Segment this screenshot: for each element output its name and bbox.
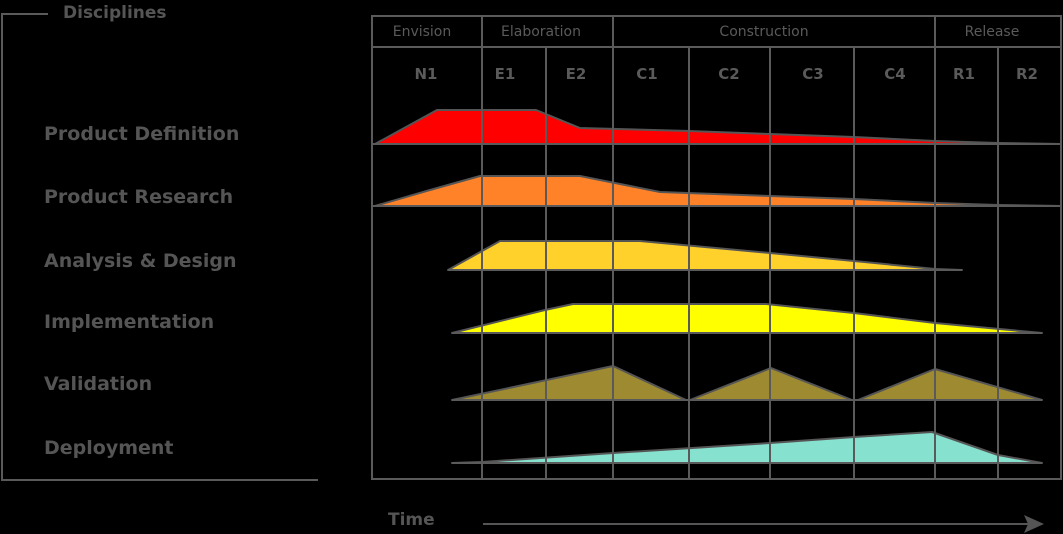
discipline-label-validation: Validation <box>44 373 153 395</box>
iteration-e2: E2 <box>566 65 587 83</box>
phase-release: Release <box>965 24 1020 40</box>
iteration-r2: R2 <box>1016 65 1038 83</box>
iteration-r1: R1 <box>953 65 975 83</box>
chart-frame <box>371 15 1062 480</box>
phase-construction: Construction <box>719 24 808 40</box>
time-axis-label: Time <box>388 510 435 530</box>
disciplines-bracket <box>1 13 318 481</box>
discipline-label-implementation: Implementation <box>44 311 215 333</box>
discipline-label-analysis-design: Analysis & Design <box>44 250 237 272</box>
area-product-definition <box>374 109 1062 145</box>
area-analysis-design <box>447 240 963 271</box>
iteration-c2: C2 <box>718 65 739 83</box>
area-product-research <box>374 175 1062 207</box>
phase-envision: Envision <box>393 24 452 40</box>
phase-elaboration: Elaboration <box>501 24 581 40</box>
iteration-n1: N1 <box>415 65 438 83</box>
iteration-c1: C1 <box>636 65 657 83</box>
iteration-c4: C4 <box>884 65 905 83</box>
time-arrow-icon <box>483 515 1044 533</box>
area-validation <box>451 365 1043 401</box>
discipline-label-deployment: Deployment <box>44 437 174 459</box>
iteration-c3: C3 <box>802 65 823 83</box>
discipline-label-product-research: Product Research <box>44 186 234 208</box>
area-implementation <box>451 303 1043 334</box>
iteration-e1: E1 <box>495 65 516 83</box>
discipline-label-product-definition: Product Definition <box>44 123 240 145</box>
area-deployment <box>451 431 1043 464</box>
disciplines-title: Disciplines <box>63 3 167 23</box>
